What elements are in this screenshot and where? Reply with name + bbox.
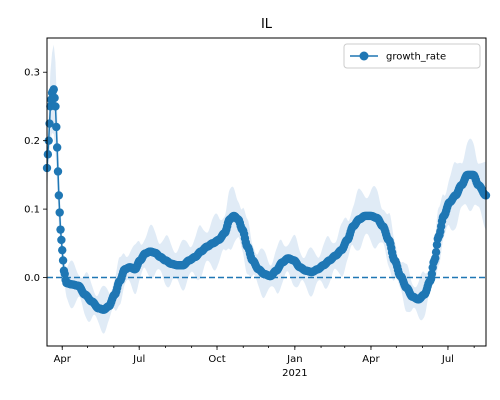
data-point — [56, 225, 65, 234]
legend-box — [343, 43, 481, 69]
y-tick-label: 0.2 — [24, 136, 40, 147]
x-tick-label: Jan — [286, 354, 302, 365]
x-tick-label: Jul — [441, 354, 454, 365]
y-tick-label: 0.1 — [24, 205, 40, 216]
legend-label: growth_rate — [386, 52, 446, 63]
data-point — [55, 208, 64, 217]
confidence-band-layer — [47, 44, 486, 334]
x-axis-ticks: Apr Jul Oct Jan Apr Jul 2021 — [54, 346, 475, 379]
data-point — [50, 93, 59, 103]
y-axis-ticks: 0.0 0.1 0.2 0.3 — [24, 68, 47, 284]
x-year-label: 2021 — [282, 368, 307, 379]
y-tick-label: 0.3 — [24, 68, 40, 79]
confidence-band — [47, 44, 486, 334]
data-point — [60, 269, 69, 278]
data-point — [49, 85, 58, 94]
data-point — [54, 191, 64, 200]
data-point — [52, 122, 61, 132]
data-point — [43, 150, 53, 159]
legend: growth_rate — [343, 43, 481, 69]
x-tick-label: Apr — [362, 354, 380, 365]
data-point — [57, 235, 66, 245]
y-tick-label: 0.0 — [24, 273, 40, 284]
x-tick-label: Jul — [132, 354, 145, 365]
x-tick-label: Apr — [54, 354, 72, 365]
x-tick-label: Oct — [208, 354, 225, 365]
data-point — [51, 102, 60, 111]
chart-title: IL — [261, 17, 273, 32]
legend-marker-swatch — [359, 51, 369, 61]
data-point — [52, 143, 62, 152]
data-point — [427, 269, 437, 279]
plot-frame — [46, 37, 487, 347]
data-point — [58, 245, 67, 255]
data-point — [53, 167, 63, 176]
series-marker-layer — [42, 85, 491, 314]
data-point — [58, 256, 68, 265]
data-point — [431, 247, 441, 257]
